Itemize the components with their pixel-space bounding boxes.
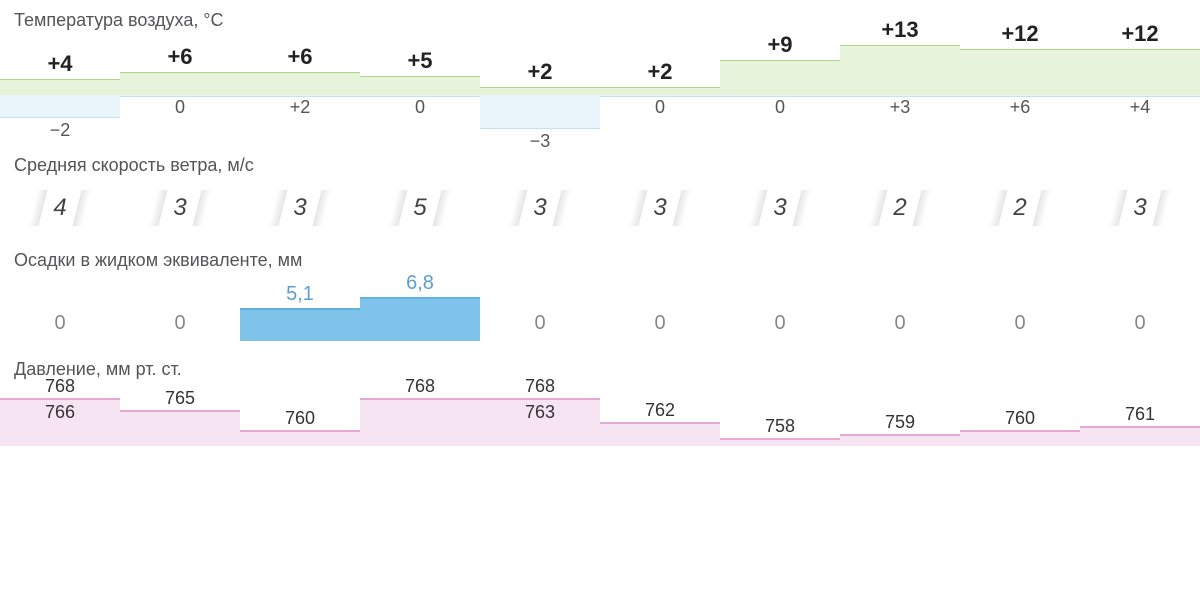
temperature-col: +2 0 (600, 37, 720, 133)
temperature-low-label: −2 (0, 120, 120, 141)
wind-value: 3 (279, 190, 320, 226)
wind-col: 3 (600, 190, 720, 226)
precip-label: 0 (0, 312, 120, 335)
temperature-low-label: 0 (120, 97, 240, 118)
precip-chart: 005,16,8000000 (0, 277, 1200, 341)
temperature-high-label: +6 (240, 44, 360, 70)
precip-label: 0 (600, 312, 720, 335)
wind-value: 2 (879, 190, 920, 226)
wind-value: 3 (639, 190, 680, 226)
precip-col: 0 (720, 277, 840, 341)
temperature-col: +6 +2 (240, 37, 360, 133)
temperature-high-label: +4 (0, 51, 120, 77)
wind-col: 2 (840, 190, 960, 226)
wind-col: 3 (480, 190, 600, 226)
wind-col: 3 (240, 190, 360, 226)
precip-col: 5,1 (240, 277, 360, 341)
temperature-col: +2−3 (480, 37, 600, 133)
pressure-high-label: 765 (120, 388, 240, 409)
precip-label: 5,1 (240, 283, 360, 306)
pressure-high-label: 768 (360, 376, 480, 397)
pressure-high-label: 768 (0, 376, 120, 397)
pressure-high-label: 760 (240, 408, 360, 429)
wind-col: 4 (0, 190, 120, 226)
precip-col: 0 (600, 277, 720, 341)
wind-col: 3 (1080, 190, 1200, 226)
temperature-low-label: +2 (240, 97, 360, 118)
temperature-low-label: +3 (840, 97, 960, 118)
temperature-col: +4−2 (0, 37, 120, 133)
precip-col: 0 (840, 277, 960, 341)
pressure-high-label: 768 (480, 376, 600, 397)
precip-label: 0 (840, 312, 960, 335)
pressure-col: 768763 (480, 386, 600, 446)
pressure-col: 768 (360, 386, 480, 446)
temperature-chart: +4−2+60+6+2+50+2−3+20+90+13+3+12+6+12+4 (0, 37, 1200, 133)
precip-col: 0 (0, 277, 120, 341)
wind-value: 3 (1119, 190, 1160, 226)
precip-label: 6,8 (360, 272, 480, 295)
temperature-high-label: +2 (600, 59, 720, 85)
pressure-low-label: 763 (480, 402, 600, 423)
wind-title: Средняя скорость ветра, м/с (0, 151, 1200, 182)
precip-col: 0 (480, 277, 600, 341)
precip-col: 0 (1080, 277, 1200, 341)
pressure-col: 759 (840, 386, 960, 446)
wind-col: 3 (720, 190, 840, 226)
precip-label: 0 (480, 312, 600, 335)
pressure-col: 761 (1080, 386, 1200, 446)
temperature-high-label: +13 (840, 17, 960, 43)
temperature-low-label: 0 (360, 97, 480, 118)
temperature-col: +13+3 (840, 37, 960, 133)
pressure-chart: 768766765760768768763762758759760761 (0, 386, 1200, 446)
precip-label: 0 (960, 312, 1080, 335)
pressure-col: 762 (600, 386, 720, 446)
pressure-high-label: 761 (1080, 404, 1200, 425)
temperature-low-label: +4 (1080, 97, 1200, 118)
temperature-low-label: −3 (480, 131, 600, 152)
pressure-col: 765 (120, 386, 240, 446)
wind-col: 2 (960, 190, 1080, 226)
pressure-col: 760 (240, 386, 360, 446)
pressure-high-label: 760 (960, 408, 1080, 429)
precip-label: 0 (1080, 312, 1200, 335)
precip-title: Осадки в жидком эквиваленте, мм (0, 246, 1200, 277)
pressure-high-label: 762 (600, 400, 720, 421)
precip-label: 0 (720, 312, 840, 335)
precip-label: 0 (120, 312, 240, 335)
temperature-low-label: 0 (720, 97, 840, 118)
wind-value: 3 (759, 190, 800, 226)
wind-col: 5 (360, 190, 480, 226)
temperature-high-label: +12 (960, 21, 1080, 47)
temperature-col: +6 0 (120, 37, 240, 133)
wind-value: 4 (39, 190, 80, 226)
pressure-col: 758 (720, 386, 840, 446)
temperature-high-label: +5 (360, 48, 480, 74)
wind-value: 3 (159, 190, 200, 226)
precip-col: 0 (120, 277, 240, 341)
temperature-col: +90 (720, 37, 840, 133)
wind-value: 2 (999, 190, 1040, 226)
temperature-high-label: +2 (480, 59, 600, 85)
pressure-col: 768766 (0, 386, 120, 446)
wind-col: 3 (120, 190, 240, 226)
pressure-col: 760 (960, 386, 1080, 446)
temperature-col: +12+6 (960, 37, 1080, 133)
wind-row: 4 3 3 5 3 3 3 2 2 3 (0, 182, 1200, 246)
temperature-high-label: +6 (120, 44, 240, 70)
pressure-low-label: 766 (0, 402, 120, 423)
wind-value: 5 (399, 190, 440, 226)
temperature-col: +12+4 (1080, 37, 1200, 133)
pressure-title: Давление, мм рт. ст. (0, 355, 1200, 386)
precip-col: 6,8 (360, 277, 480, 341)
pressure-high-label: 759 (840, 412, 960, 433)
temperature-low-label: +6 (960, 97, 1080, 118)
temperature-low-label: 0 (600, 97, 720, 118)
precip-col: 0 (960, 277, 1080, 341)
pressure-high-label: 758 (720, 416, 840, 437)
temperature-high-label: +12 (1080, 21, 1200, 47)
temperature-col: +5 0 (360, 37, 480, 133)
wind-value: 3 (519, 190, 560, 226)
temperature-high-label: +9 (720, 32, 840, 58)
